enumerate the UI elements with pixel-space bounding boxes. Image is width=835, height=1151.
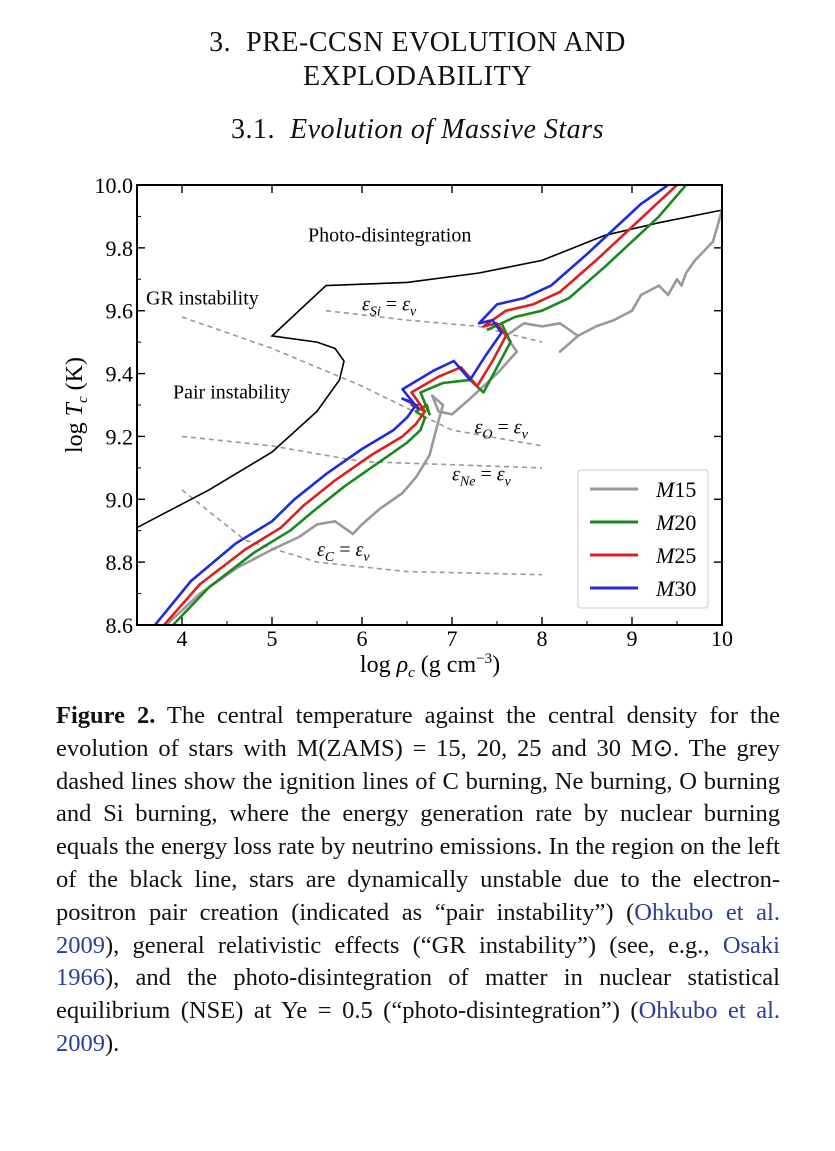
evolution-tracks (153, 185, 722, 625)
ignition-line (181, 316, 543, 447)
x-tick-label: 4 (177, 626, 188, 651)
annotation-label: εO = εν (475, 416, 529, 442)
x-axis-label: log ρc (g cm−3) (360, 651, 500, 681)
section-heading: 3. PRE-CCSN EVOLUTION AND EXPLODABILITY (0, 26, 835, 94)
subsection-heading: 3.1. Evolution of Massive Stars (0, 113, 835, 147)
track-m30 (153, 185, 669, 625)
section-title-line2: EXPLODABILITY (303, 61, 532, 92)
ignition-line (325, 309, 543, 343)
x-tick-label: 10 (711, 626, 733, 651)
caption-label: Figure 2. (56, 702, 156, 729)
x-tick-label: 8 (537, 626, 548, 651)
instability-boundary-line (137, 209, 722, 529)
caption-text-d: ). (105, 1029, 120, 1057)
annotation-label: GR instability (146, 287, 259, 309)
x-tick-label: 6 (357, 626, 368, 651)
y-tick-label: 10.0 (95, 173, 134, 198)
section-number: 3. (209, 27, 232, 58)
tick-labels: 4 5 6 7 8 9 10 8.6 8.8 9.0 9.2 9.4 9.6 9.8 10.0 (95, 173, 734, 651)
y-tick-label: 9.6 (106, 299, 134, 324)
legend-label: M25 (655, 543, 696, 568)
caption-text-b: ), general relativistic effects (“GR ins… (105, 931, 723, 959)
y-tick-label: 9.0 (106, 487, 134, 512)
annotations: Photo-disintegration GR instability Pair i… (146, 225, 529, 565)
annotation-label: Pair instability (173, 382, 290, 404)
legend: M15 M20 M25 M30 (577, 469, 709, 609)
x-tick-label: 5 (267, 626, 278, 651)
legend-box (577, 469, 709, 609)
track-m15 (164, 209, 722, 625)
section-title-line1: PRE-CCSN EVOLUTION AND (246, 27, 626, 58)
y-tick-label: 8.6 (106, 613, 134, 638)
citation-link[interactable]: Ohkubo et al. 2009 (56, 997, 780, 1057)
y-tick-label: 9.2 (106, 424, 134, 449)
annotation-label: εC = εν (317, 539, 370, 565)
citation-link[interactable]: Ohkubo et al. 2009 (56, 898, 780, 959)
track-m25 (163, 185, 678, 625)
figure-caption: Figure 2. The central temperature agains… (56, 700, 780, 1061)
caption-text-a: The central temperature against the cent… (56, 702, 780, 926)
y-tick-label: 8.8 (106, 550, 134, 575)
annotation-label: εNe = εν (452, 463, 512, 489)
x-tick-label: 9 (627, 626, 638, 651)
annotation-label: εSi = εν (362, 294, 417, 320)
annotation-label: Photo-disintegration (308, 225, 471, 247)
legend-label: M15 (655, 477, 696, 502)
legend-label: M30 (655, 576, 696, 601)
plot-frame (136, 184, 723, 626)
legend-label: M20 (655, 510, 696, 535)
y-tick-label: 9.8 (106, 236, 134, 261)
subsection-number: 3.1. (231, 114, 275, 145)
x-tick-label: 7 (447, 626, 458, 651)
track-m20 (172, 185, 687, 625)
citation-link[interactable]: Osaki 1966 (56, 931, 780, 992)
y-axis-label: log Tc (K) (62, 357, 91, 453)
y-tick-label: 9.4 (106, 362, 134, 387)
figure-2-chart: 4 5 6 7 8 9 10 8.6 8.8 9.0 9.2 9.4 9.6 9.8 10.0 Photo-… (62, 173, 734, 681)
caption-text-c: ), and the photo-disintegration of matte… (56, 964, 780, 1025)
ignition-line (181, 489, 543, 576)
subsection-title: Evolution of Massive Stars (290, 114, 604, 145)
